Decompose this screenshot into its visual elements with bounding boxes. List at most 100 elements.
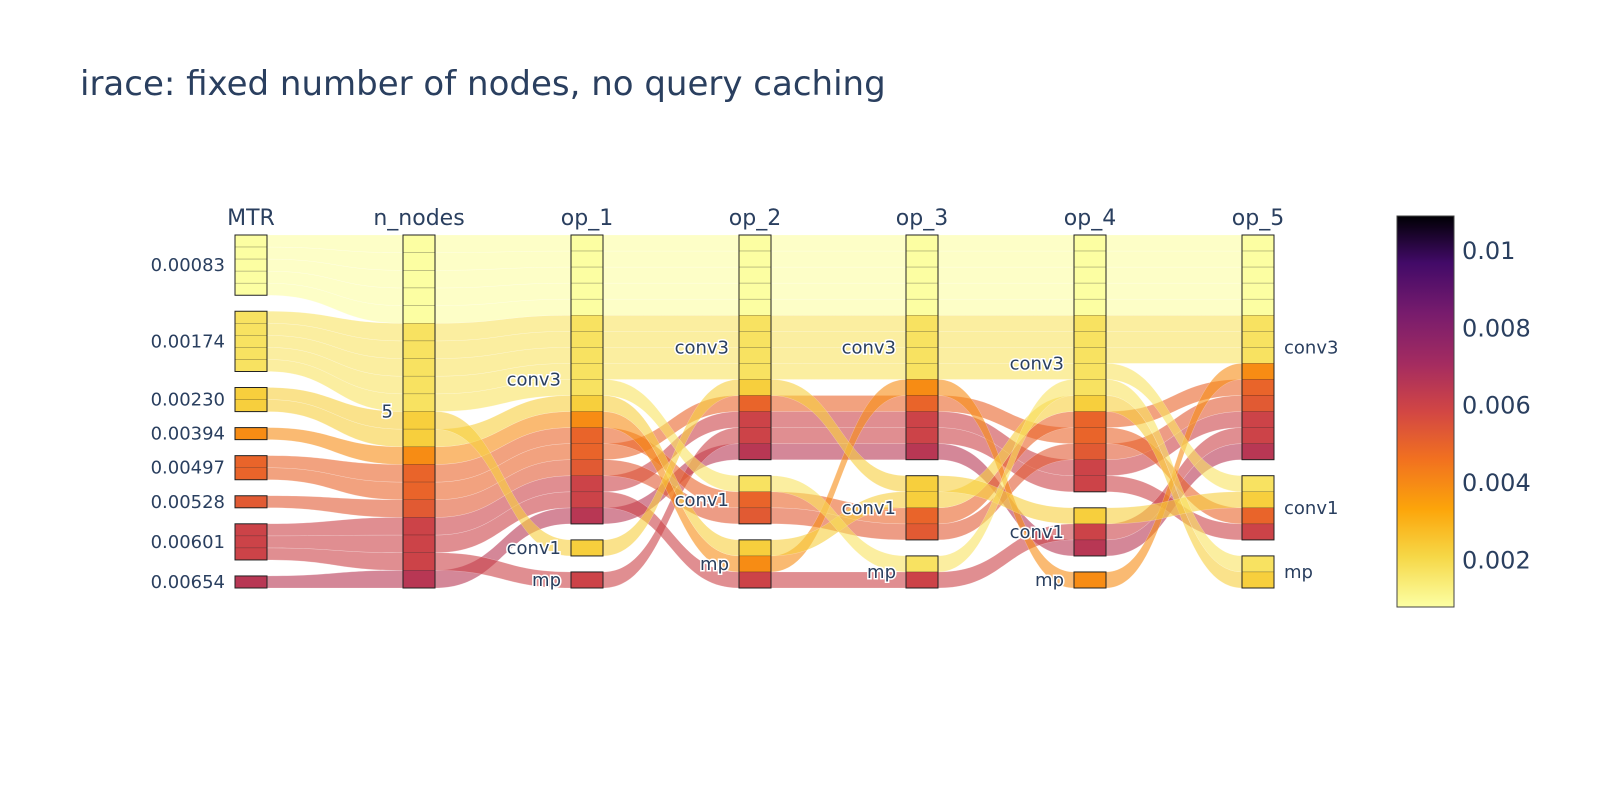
category-block[interactable] (234, 387, 268, 413)
category-label: mp (1284, 562, 1313, 583)
category-band (402, 552, 436, 571)
colorbar-tick-label: 0.006 (1462, 392, 1531, 420)
category-band (1073, 443, 1107, 460)
ribbon[interactable] (937, 331, 1075, 348)
category-label: conv1 (675, 490, 729, 511)
ribbon[interactable] (937, 314, 1075, 332)
ribbon[interactable] (1105, 298, 1243, 316)
ribbon[interactable] (770, 443, 907, 460)
category-band (738, 427, 772, 444)
category-band (234, 575, 268, 589)
category-block[interactable] (905, 555, 939, 589)
category-block[interactable] (570, 234, 604, 525)
category-label: mp (700, 554, 729, 575)
category-band (738, 379, 772, 396)
category-block[interactable] (738, 475, 772, 525)
category-band (234, 335, 268, 348)
category-band (570, 315, 604, 332)
ribbon[interactable] (266, 570, 404, 589)
category-band (738, 266, 772, 284)
category-band (402, 428, 436, 448)
ribbon[interactable] (937, 282, 1075, 300)
dimension-label[interactable]: MTR (227, 206, 275, 231)
category-block[interactable] (738, 539, 772, 589)
category-band (402, 340, 436, 359)
category-band (234, 323, 268, 336)
ribbon[interactable] (1105, 266, 1243, 284)
category-band (905, 250, 939, 268)
ribbon[interactable] (266, 517, 404, 537)
category-band (402, 252, 436, 271)
dimension-label[interactable]: op_2 (729, 206, 781, 231)
dimension-label[interactable]: n_nodes (373, 206, 464, 231)
category-block[interactable] (1073, 507, 1107, 557)
ribbon[interactable] (602, 363, 740, 380)
ribbon[interactable] (434, 234, 572, 253)
ribbon[interactable] (937, 234, 1075, 252)
ribbon[interactable] (770, 298, 907, 316)
category-block[interactable] (1241, 475, 1275, 541)
category-block[interactable] (402, 234, 436, 589)
ribbon[interactable] (770, 234, 907, 252)
category-band (1073, 347, 1107, 364)
category-block[interactable] (905, 475, 939, 541)
category-band (1241, 555, 1275, 573)
category-block[interactable] (570, 571, 604, 589)
ribbon[interactable] (770, 250, 907, 268)
category-block[interactable] (234, 523, 268, 561)
ribbon[interactable] (602, 282, 740, 300)
category-band (570, 459, 604, 477)
category-band (570, 427, 604, 444)
category-band (905, 298, 939, 316)
ribbon[interactable] (1105, 331, 1243, 348)
ribbon[interactable] (937, 250, 1075, 268)
ribbon[interactable] (602, 250, 740, 268)
category-band (402, 446, 436, 465)
category-band (905, 331, 939, 348)
category-band (905, 507, 939, 525)
ribbon[interactable] (1105, 347, 1243, 364)
category-block[interactable] (234, 575, 268, 589)
category-block[interactable] (1241, 234, 1275, 461)
dimension-label[interactable]: op_5 (1232, 206, 1284, 231)
category-block[interactable] (1241, 555, 1275, 589)
ribbon[interactable] (770, 363, 907, 380)
category-block[interactable] (234, 234, 268, 296)
ribbon[interactable] (937, 266, 1075, 284)
category-block[interactable] (1073, 571, 1107, 589)
category-band (905, 395, 939, 412)
category-band (1241, 571, 1275, 589)
category-block[interactable] (738, 234, 772, 461)
ribbon[interactable] (770, 266, 907, 284)
ribbon[interactable] (1105, 282, 1243, 300)
ribbon[interactable] (602, 266, 740, 284)
ribbon[interactable] (770, 314, 907, 332)
category-band (570, 411, 604, 428)
dimension-label[interactable]: op_1 (561, 206, 613, 231)
dimension-label[interactable]: op_4 (1064, 206, 1116, 231)
category-block[interactable] (234, 495, 268, 509)
ribbon[interactable] (1105, 250, 1243, 268)
dimension-label[interactable]: op_3 (896, 206, 948, 231)
ribbon[interactable] (770, 411, 907, 428)
category-band (402, 305, 436, 324)
ribbon[interactable] (602, 314, 740, 332)
category-label: mp (867, 562, 896, 583)
category-band (1241, 395, 1275, 412)
ribbon[interactable] (602, 234, 740, 252)
ribbon[interactable] (434, 250, 572, 271)
category-block[interactable] (234, 455, 268, 481)
ribbon[interactable] (937, 298, 1075, 316)
colorbar-bar (1396, 215, 1455, 608)
ribbon[interactable] (770, 282, 907, 300)
ribbon[interactable] (602, 298, 740, 316)
category-block[interactable] (234, 427, 268, 441)
category-block[interactable] (570, 539, 604, 557)
category-band (234, 523, 268, 537)
ribbon[interactable] (1105, 314, 1243, 332)
category-block[interactable] (234, 310, 268, 372)
category-band (738, 411, 772, 428)
category-block[interactable] (1073, 234, 1107, 493)
ribbon[interactable] (1105, 234, 1243, 252)
category-block[interactable] (905, 234, 939, 461)
